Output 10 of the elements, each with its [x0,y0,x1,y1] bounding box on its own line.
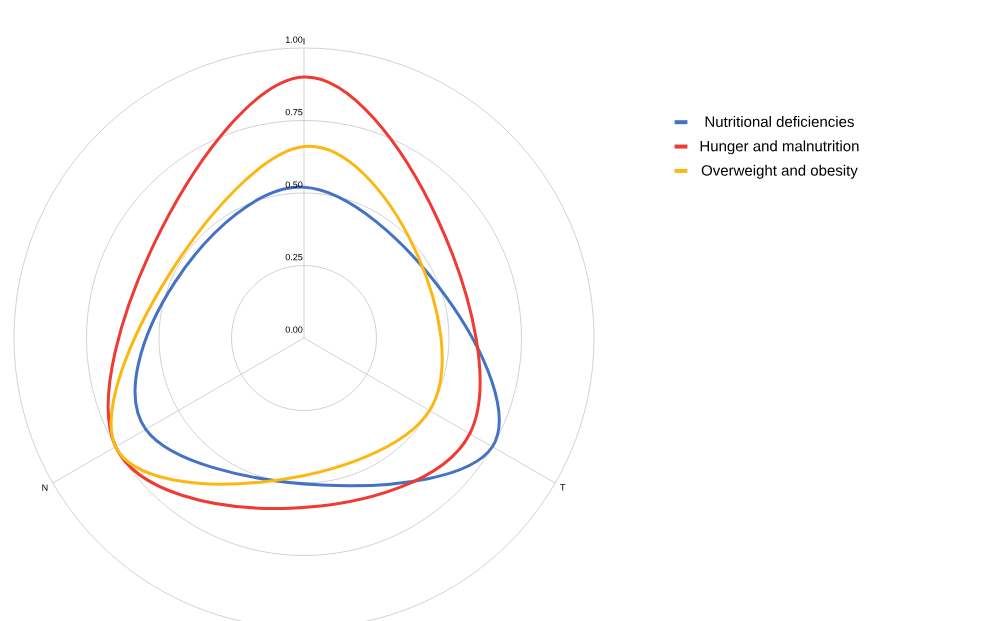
y-tick-label: 0.75 [285,108,303,116]
y-tick-label: 1.00 [285,36,303,43]
spoke-label: N [42,484,48,491]
spoke-label: T [560,484,566,491]
legend-label: Overweight and obesity [701,164,858,179]
legend-label: Nutritional deficiencies [705,116,854,128]
legend-label: Hunger and malnutrition [700,140,859,155]
y-tick-label: 0.25 [285,253,303,261]
y-tick-label: 0.00 [285,326,303,333]
spoke-label: I [303,38,305,45]
